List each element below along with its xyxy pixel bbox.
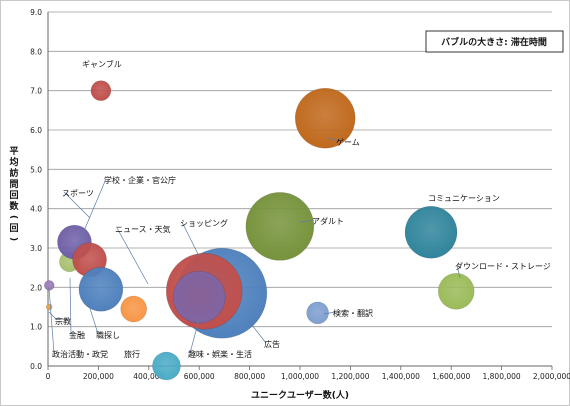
bubble-label: 宗教 <box>55 316 71 326</box>
y-axis-title-char: 回 <box>9 190 18 201</box>
x-tick-label: 400,000 <box>133 372 164 381</box>
x-tick-label: 200,000 <box>83 372 114 381</box>
y-axis-title-char: ) <box>8 237 18 241</box>
x-tick-label: 1,400,000 <box>382 372 420 381</box>
y-tick-label: 0.0 <box>30 362 42 371</box>
y-axis-title-char: 平 <box>9 146 18 157</box>
bubbles <box>43 80 475 381</box>
bubble-label: 趣味・娯楽・生活 <box>188 349 252 359</box>
legend-note: バブルの大きさ: 滞在時間 <box>441 36 547 48</box>
axes: 0.0 1.0 2.0 3.0 4.0 5.0 6.0 7.0 8.0 9.0 0 200,000 40… <box>30 8 570 381</box>
y-tick-label: 3.0 <box>30 244 42 253</box>
leader-line <box>87 301 99 335</box>
bubble-label: ダウンロード・ストレージ <box>455 261 551 271</box>
bubble-label: スポーツ <box>62 189 94 198</box>
leader-line <box>48 311 58 321</box>
bubble-label: コミュニケーション <box>428 194 500 203</box>
bubble-label: 金融 <box>69 330 85 340</box>
leader-lines <box>48 137 461 354</box>
leader-line <box>247 319 267 344</box>
leader-line <box>299 219 315 223</box>
bubble-label: ショッピング <box>180 218 228 228</box>
bubble-label: 学校・企業・官公庁 <box>104 175 176 185</box>
y-axis-title-char: 訪 <box>9 167 18 179</box>
leader-line <box>69 277 72 335</box>
x-tick-label: 800,000 <box>234 372 265 381</box>
bubble-17 <box>437 272 475 310</box>
leader-line <box>48 287 55 354</box>
leader-line <box>116 227 149 285</box>
bubble-8 <box>120 295 147 323</box>
y-axis-title-char: 均 <box>9 156 18 168</box>
x-tick-label: 1,200,000 <box>331 372 369 381</box>
y-tick-label: 8.0 <box>30 47 42 56</box>
y-tick-label: 9.0 <box>30 8 42 17</box>
y-tick-label: 1.0 <box>30 323 42 332</box>
x-tick-label: 1,600,000 <box>432 372 470 381</box>
x-tick-label: 0 <box>46 372 51 381</box>
bubble-label: 広告 <box>264 339 280 349</box>
bubble-label: 検索・翻訳 <box>333 308 373 318</box>
y-tick-label: 5.0 <box>30 165 42 174</box>
legend-box: バブルの大きさ: 滞在時間 <box>425 30 564 53</box>
y-axis-title-char: 回 <box>9 223 18 234</box>
y-tick-label: 2.0 <box>30 283 42 292</box>
bubble-9 <box>152 351 181 381</box>
x-tick-label: 1,800,000 <box>483 372 521 381</box>
leader-line <box>63 191 91 219</box>
bubble-15 <box>306 301 329 325</box>
x-axis-title: ユニークユーザー数(人) <box>251 389 349 401</box>
x-tick-label: 600,000 <box>184 372 215 381</box>
y-tick-label: 7.0 <box>30 87 42 96</box>
leader-line <box>323 311 336 315</box>
bubble-7 <box>90 80 112 101</box>
bubble-label: アダルト <box>312 216 344 226</box>
y-axis-title-char: 数 <box>9 200 19 212</box>
x-tick-label: 2,000,000 <box>533 372 570 381</box>
y-tick-label: 4.0 <box>30 205 42 214</box>
leader-line <box>77 178 107 246</box>
bubble-6 <box>78 266 124 312</box>
bubble-label: 旅行 <box>124 349 140 359</box>
bubble-13 <box>245 192 315 261</box>
bubble-14 <box>294 87 356 149</box>
leader-line <box>327 137 339 142</box>
leader-line <box>456 264 461 279</box>
bubble-label: ニュース・天気 <box>115 224 171 234</box>
bubble-label: 政治活動・政党 <box>52 349 108 359</box>
bubble-12 <box>172 270 226 324</box>
leader-line <box>189 315 201 354</box>
bubble-label: ゲーム <box>336 137 360 147</box>
y-axis-title-char: ( <box>8 215 18 219</box>
y-axis-title-char: 問 <box>9 179 18 190</box>
bubble-label: ギャンブル <box>82 59 122 69</box>
x-tick-label: 1,000,000 <box>281 372 319 381</box>
y-tick-label: 6.0 <box>30 126 42 135</box>
leader-line <box>181 221 201 259</box>
bubble-16 <box>404 205 458 259</box>
bubble-label: 職探し <box>96 330 120 340</box>
bubble-1 <box>45 303 53 311</box>
